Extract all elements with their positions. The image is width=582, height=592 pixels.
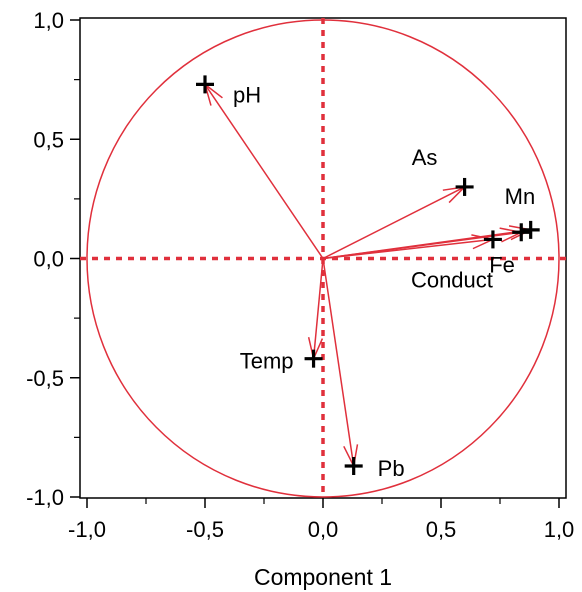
point-marker-ph xyxy=(196,75,214,94)
x-tick-label: 0,0 xyxy=(308,517,339,542)
variable-label-pb: Pb xyxy=(378,456,405,481)
x-tick-label: -1,0 xyxy=(68,517,106,542)
y-tick-labels: 1,0 0,5 0,0 -0,5 -1,0 xyxy=(26,8,64,510)
variable-label-fe: Fe xyxy=(489,252,515,277)
y-tick-label: 0,0 xyxy=(33,247,64,272)
x-axis-title: Component 1 xyxy=(254,564,392,590)
x-tick-label: 1,0 xyxy=(544,517,575,542)
x-tick-labels: -1,0 -0,5 0,0 0,5 1,0 xyxy=(68,517,574,542)
variable-label-as: As xyxy=(412,145,438,170)
y-tick-label: 0,5 xyxy=(33,127,64,152)
y-tick-label: -1,0 xyxy=(26,485,64,510)
variable-label-conduct: Conduct xyxy=(411,267,493,292)
y-tick-label: -0,5 xyxy=(26,366,64,391)
y-tick-label: 1,0 xyxy=(33,8,64,33)
point-marker-fe xyxy=(512,223,531,242)
point-marker-temp xyxy=(304,349,323,368)
loading-vector-temp xyxy=(312,258,324,359)
loading-vector-conduct xyxy=(322,238,494,260)
point-marker-as xyxy=(455,177,474,196)
point-marker-mn xyxy=(521,220,540,239)
variable-label-temp: Temp xyxy=(240,349,294,374)
loading-vector-as xyxy=(322,186,465,260)
variable-label-ph: pH xyxy=(233,82,261,107)
point-marker-pb xyxy=(344,456,363,475)
point-marker-conduct xyxy=(483,230,502,249)
loading-vector-ph xyxy=(204,83,324,259)
x-tick-label: 0,5 xyxy=(426,517,457,542)
x-tick-label: -0,5 xyxy=(186,517,224,542)
arrowhead-as xyxy=(442,185,467,204)
variable-label-mn: Mn xyxy=(505,184,536,209)
loading-vector-pb xyxy=(322,258,355,467)
